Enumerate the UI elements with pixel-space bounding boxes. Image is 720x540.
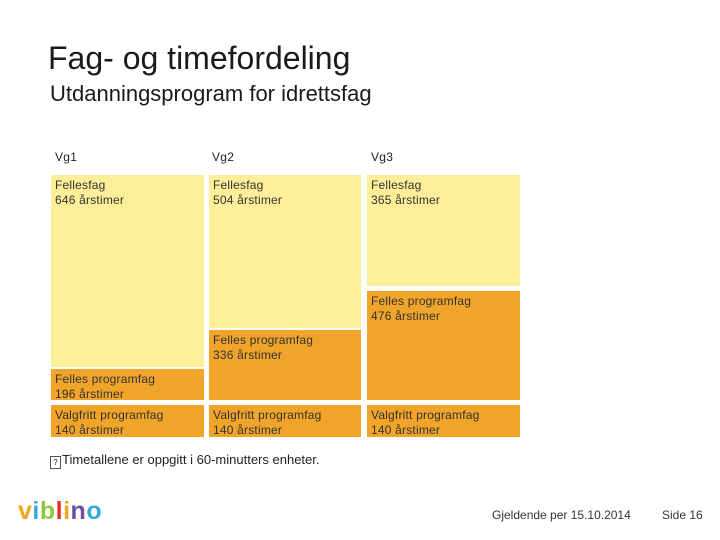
vg1-fellesfag-block: Fellesfag 646 årstimer bbox=[51, 175, 204, 367]
vg3-felles-programfag-hours: 476 årstimer bbox=[371, 309, 441, 323]
vg2-fellesfag-block: Fellesfag 504 årstimer bbox=[209, 175, 361, 328]
vg3-valgfritt-programfag-block: Valgfritt programfag 140 årstimer bbox=[367, 405, 520, 437]
vg3-fellesfag-block: Fellesfag 365 årstimer bbox=[367, 175, 520, 286]
footer-date: Gjeldende per 15.10.2014 bbox=[492, 508, 631, 522]
vg2-valgfritt-programfag-block: Valgfritt programfag 140 årstimer bbox=[209, 405, 361, 437]
vg1-felles-programfag-block: Felles programfag 196 årstimer bbox=[51, 369, 204, 401]
bullet-icon: ? bbox=[50, 456, 61, 469]
column-header-vg2: Vg2 bbox=[212, 150, 235, 164]
vg2-fellesfag-label: Fellesfag bbox=[213, 178, 264, 192]
column-header-vg1: Vg1 bbox=[55, 150, 78, 164]
vg2-valgfritt-programfag-hours: 140 årstimer bbox=[213, 423, 283, 437]
vg1-felles-programfag-label: Felles programfag bbox=[55, 372, 156, 386]
vg1-valgfritt-programfag-hours: 140 årstimer bbox=[55, 423, 125, 437]
vg2-fellesfag-hours: 504 årstimer bbox=[213, 193, 283, 207]
logo-letter-b: b bbox=[39, 497, 56, 525]
vg3-valgfritt-programfag-label: Valgfritt programfag bbox=[371, 408, 480, 422]
footnote-text: Timetallene er oppgitt i 60-minutters en… bbox=[62, 452, 320, 467]
vg2-felles-programfag-hours: 336 årstimer bbox=[213, 348, 283, 362]
logo-letter-o: o bbox=[86, 497, 103, 525]
logo-letter-n: n bbox=[70, 497, 87, 525]
vg3-felles-programfag-block: Felles programfag 476 årstimer bbox=[367, 291, 520, 400]
vg1-valgfritt-programfag-block: Valgfritt programfag 140 årstimer bbox=[51, 405, 204, 437]
vg1-felles-programfag-hours: 196 årstimer bbox=[55, 387, 125, 401]
logo-letter-i2: i bbox=[63, 497, 71, 525]
logo-letter-v: v bbox=[18, 497, 33, 525]
footnote: ? Timetallene er oppgitt i 60-minutters e… bbox=[50, 452, 320, 469]
logo-letter-l: l bbox=[55, 497, 64, 525]
vg2-felles-programfag-block: Felles programfag 336 årstimer bbox=[209, 330, 361, 400]
vg3-fellesfag-hours: 365 årstimer bbox=[371, 193, 441, 207]
page-number: Side 16 bbox=[662, 508, 703, 522]
vg2-valgfritt-programfag-label: Valgfritt programfag bbox=[213, 408, 322, 422]
page-subtitle: Utdanningsprogram for idrettsfag bbox=[50, 81, 372, 106]
vg1-valgfritt-programfag-label: Valgfritt programfag bbox=[55, 408, 164, 422]
page-title: Fag- og timefordeling bbox=[48, 40, 351, 76]
vg1-fellesfag-hours: 646 årstimer bbox=[55, 193, 125, 207]
vg1-fellesfag-label: Fellesfag bbox=[55, 178, 106, 192]
logo-letter-i: i bbox=[32, 497, 40, 525]
vg3-valgfritt-programfag-hours: 140 årstimer bbox=[371, 423, 441, 437]
viblino-logo: viblino bbox=[18, 497, 102, 526]
vg3-fellesfag-label: Fellesfag bbox=[371, 178, 422, 192]
vg2-felles-programfag-label: Felles programfag bbox=[213, 333, 314, 347]
column-header-vg3: Vg3 bbox=[371, 150, 394, 164]
vg3-felles-programfag-label: Felles programfag bbox=[371, 294, 472, 308]
